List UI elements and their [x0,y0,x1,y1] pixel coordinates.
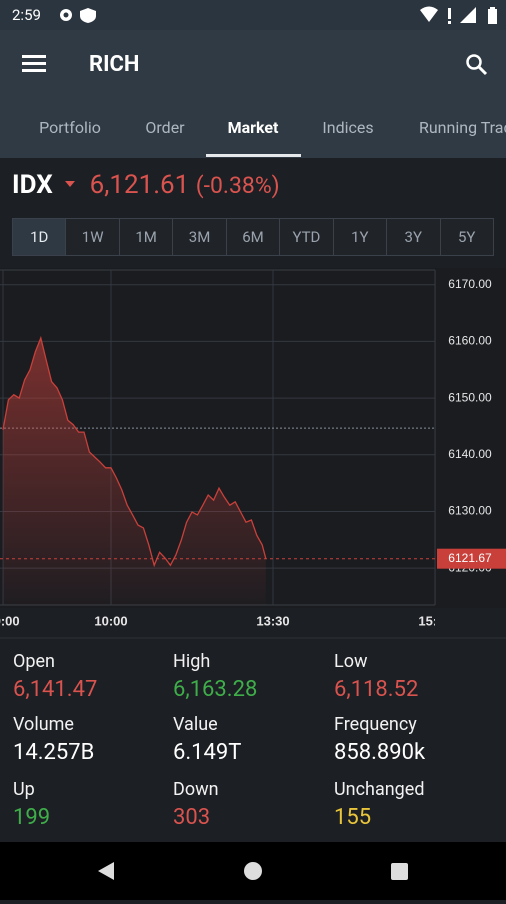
navigation-bar [0,842,506,900]
clock: 2:59 [12,6,41,24]
period-button[interactable]: 1D [12,218,67,256]
y-tick-label: 6160.00 [448,334,492,348]
period-button[interactable]: YTD [279,218,334,256]
stat-label: Down [173,779,219,800]
tab-indicator [206,154,301,157]
stat-label: Unchanged [334,779,425,800]
price-area [3,338,266,605]
app-title: RICH [89,52,140,77]
x-tick-label: 13:30 [256,613,289,628]
period-button[interactable]: 6M [225,218,281,256]
last-price-label: 6121.67 [448,551,492,565]
stat-label: Value [173,714,218,735]
period-button[interactable]: 1Y [332,218,388,256]
stat-label: High [173,651,211,672]
stats-grid: Open 6,141.47 High 6,163.28 Low 6,118.52 Volum… [0,645,506,840]
y-tick-label: 6150.00 [448,390,492,404]
stat-label: Volume [13,714,74,735]
status-icons [60,8,96,23]
index-value: 6,121.61 [89,170,190,200]
y-tick-label: 6130.00 [448,504,492,518]
index-change: (-0.38%) [195,172,280,199]
stat-value: 199 [13,805,51,830]
y-tick-label: 6140.00 [448,447,492,461]
period-button[interactable]: 3M [172,218,227,256]
app-bar: RICH [0,30,506,100]
nav-buttons [98,862,408,880]
x-tick-label: 09:00 [0,613,20,628]
menu-button[interactable] [22,54,48,74]
tab-bar: Portfolio Order Market Indices Running Trade [0,100,506,158]
stat-label: Frequency [334,714,417,735]
stat-value: 6,141.47 [13,677,98,702]
search-button[interactable] [465,53,489,77]
period-button[interactable]: 1W [65,218,120,256]
period-button[interactable]: 5Y [439,218,494,256]
period-selector: 1D 1W 1M 3M 6M YTD 1Y 3Y 5Y [12,218,494,256]
dropdown-arrow[interactable] [63,178,79,190]
price-line [2,335,267,568]
last-price-box [437,548,506,569]
tab[interactable]: Indices [322,118,374,137]
stat-value: 6,163.28 [173,677,258,702]
stat-label: Open [13,651,55,672]
tab[interactable]: Order [145,118,185,137]
stat-value: 155 [334,805,372,830]
status-bar: 2:59 [0,0,506,30]
recents-button[interactable] [391,863,408,880]
back-button[interactable] [98,862,114,880]
stat-value: 858.890k [334,740,426,765]
tab[interactable]: Market [227,118,279,137]
period-button[interactable]: 1M [118,218,174,256]
system-icons [420,6,497,24]
x-tick-label: 15:00 [418,613,451,628]
tab[interactable]: Running Trade [419,118,506,137]
y-tick-label: 6170.00 [448,277,492,291]
index-header: IDX 6,121.61 (-0.38%) [12,170,280,206]
tab[interactable]: Portfolio [39,118,101,137]
stat-value: 6,118.52 [334,677,419,702]
period-button[interactable]: 3Y [386,218,441,256]
stat-value: 6.149T [173,740,242,765]
stat-label: Low [334,651,368,672]
stat-label: Up [13,779,35,800]
stat-value: 303 [173,805,211,830]
x-tick-label: 10:00 [94,613,127,628]
stat-value: 14.257B [13,740,95,765]
home-button[interactable] [244,862,262,880]
index-name[interactable]: IDX [12,170,53,200]
